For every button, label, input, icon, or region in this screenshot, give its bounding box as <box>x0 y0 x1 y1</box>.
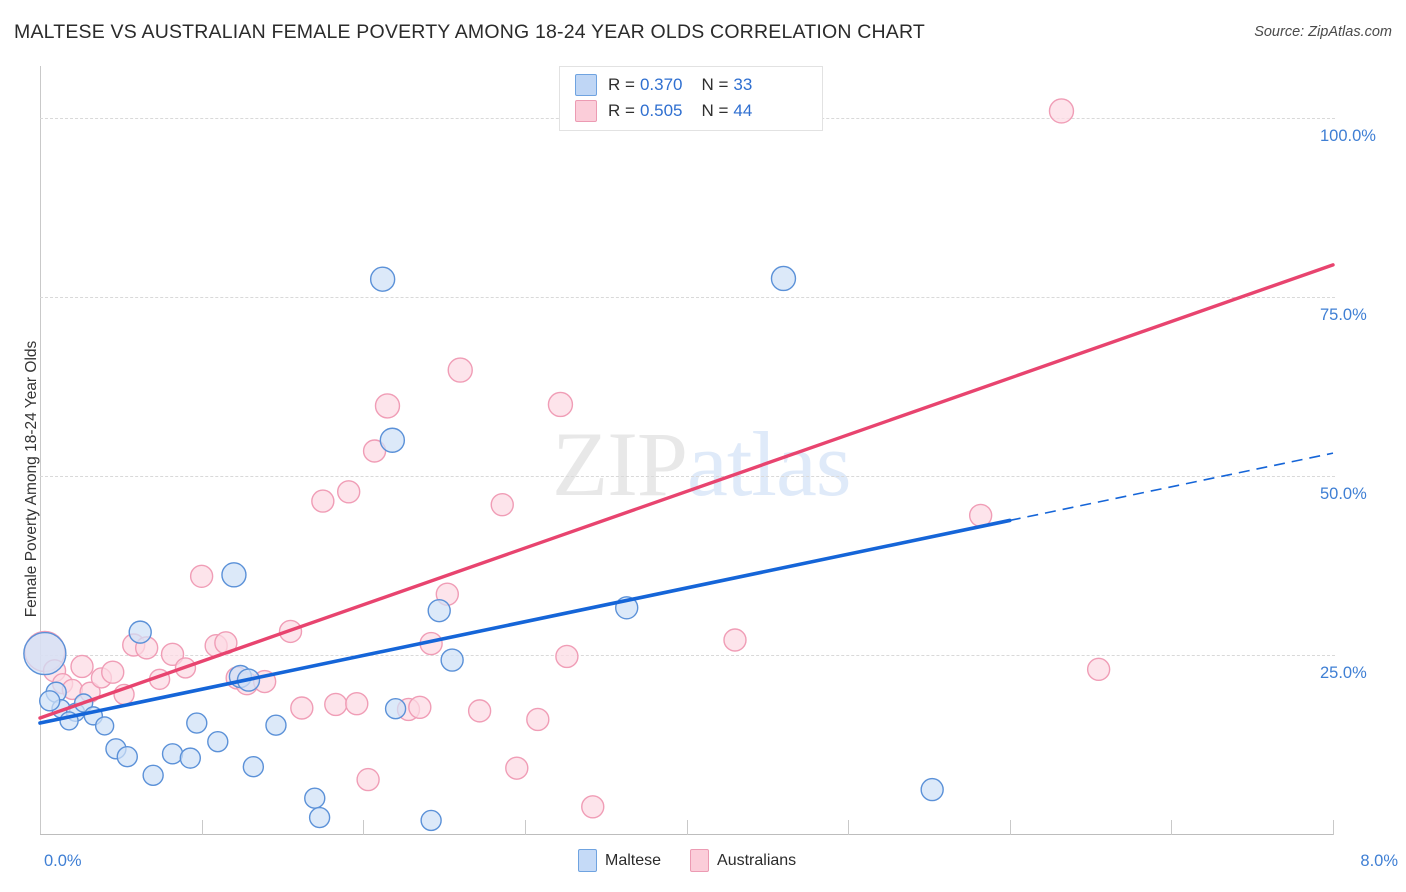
source-attribution: Source: ZipAtlas.com <box>1254 24 1392 40</box>
data-point-australians <box>723 628 747 652</box>
data-point-australians <box>447 357 473 383</box>
stats-legend: R = 0.370 N = 33 R = 0.505 N = 44 <box>559 66 823 131</box>
r-value-maltese: 0.370 <box>639 75 683 94</box>
data-point-maltese <box>207 730 229 753</box>
gridline <box>40 476 1335 478</box>
data-point-maltese <box>161 743 184 765</box>
x-axis-tick <box>363 820 365 835</box>
data-point-maltese <box>94 716 115 736</box>
data-point-maltese <box>369 266 396 292</box>
legend-swatch-australians <box>575 100 597 122</box>
data-point-maltese <box>39 690 61 712</box>
y-axis-tick-label: 25.0% <box>1320 664 1367 683</box>
n-value-maltese: 33 <box>733 75 753 94</box>
trendline-maltese <box>38 518 1012 725</box>
data-point-maltese <box>440 648 464 672</box>
data-point-maltese <box>221 562 247 588</box>
n-value-australians: 44 <box>733 101 753 120</box>
data-point-australians <box>555 644 579 669</box>
gridline <box>40 655 1335 657</box>
data-point-maltese <box>186 712 208 734</box>
r-label-australians: R = <box>608 101 635 120</box>
gridline <box>40 297 1335 299</box>
data-point-australians <box>324 692 348 717</box>
data-point-maltese <box>242 756 265 778</box>
data-point-maltese <box>384 698 407 720</box>
data-point-maltese <box>770 265 797 292</box>
data-point-maltese <box>920 777 944 802</box>
data-point-australians <box>160 642 185 667</box>
data-point-maltese <box>179 747 202 769</box>
data-point-australians <box>467 699 492 723</box>
data-point-maltese <box>116 745 138 768</box>
data-point-maltese <box>427 598 451 623</box>
data-point-maltese <box>308 806 331 829</box>
y-axis-line <box>40 66 41 835</box>
data-point-australians <box>490 492 514 517</box>
n-label-australians: N = <box>701 101 729 120</box>
x-axis-tick <box>1333 820 1334 835</box>
data-point-australians <box>345 692 369 716</box>
series-label-australians: Australians <box>717 851 797 869</box>
x-axis-tick <box>1171 820 1173 835</box>
x-axis-tick <box>848 820 850 835</box>
series-legend-item-maltese[interactable]: Maltese <box>578 849 661 872</box>
r-label-maltese: R = <box>608 75 635 94</box>
series-swatch-australians <box>690 849 710 872</box>
series-legend: Maltese Australians <box>578 849 818 872</box>
data-point-australians <box>526 707 550 732</box>
y-axis-tick-label: 100.0% <box>1320 127 1376 146</box>
data-point-maltese <box>379 427 406 453</box>
stats-legend-row-maltese: R = 0.370 N = 33 <box>575 72 752 98</box>
data-point-australians <box>374 393 401 419</box>
data-point-australians <box>505 756 529 780</box>
trendline-maltese-projected <box>1009 452 1334 522</box>
stats-legend-row-australians: R = 0.505 N = 44 <box>575 98 752 124</box>
data-point-maltese <box>23 631 67 676</box>
data-point-australians <box>408 695 432 719</box>
x-axis-tick <box>1009 820 1011 835</box>
data-point-australians <box>189 564 214 588</box>
series-swatch-maltese <box>578 849 597 872</box>
data-point-australians <box>362 439 387 463</box>
series-legend-item-australians[interactable]: Australians <box>690 849 796 872</box>
trendline-australians <box>38 263 1335 720</box>
data-point-australians <box>581 795 605 819</box>
data-point-maltese <box>142 764 164 786</box>
data-point-maltese <box>265 714 287 736</box>
r-value-australians: 0.505 <box>639 101 683 120</box>
data-point-australians <box>356 767 380 792</box>
data-point-australians <box>1086 657 1111 682</box>
x-axis-tick <box>686 820 688 835</box>
data-point-australians <box>290 696 314 720</box>
x-axis-min-label: 0.0% <box>44 852 82 870</box>
series-label-maltese: Maltese <box>605 851 662 869</box>
data-point-australians <box>311 489 335 513</box>
data-point-australians <box>101 660 125 684</box>
data-point-australians <box>70 654 94 679</box>
n-label-maltese: N = <box>701 75 729 94</box>
data-point-australians <box>337 480 361 504</box>
data-point-australians <box>547 391 574 418</box>
data-point-maltese <box>420 809 442 832</box>
data-point-maltese <box>128 620 152 644</box>
x-axis-max-label: 8.0% <box>1360 852 1398 870</box>
page-title: MALTESE VS AUSTRALIAN FEMALE POVERTY AMO… <box>14 21 925 43</box>
x-axis-tick <box>201 820 203 835</box>
data-point-australians <box>1048 98 1075 124</box>
legend-swatch-maltese <box>575 74 597 96</box>
x-axis-tick <box>524 820 526 835</box>
y-axis-tick-label: 50.0% <box>1320 485 1367 504</box>
y-axis-tick-label: 75.0% <box>1320 306 1367 325</box>
data-point-maltese <box>304 787 326 809</box>
